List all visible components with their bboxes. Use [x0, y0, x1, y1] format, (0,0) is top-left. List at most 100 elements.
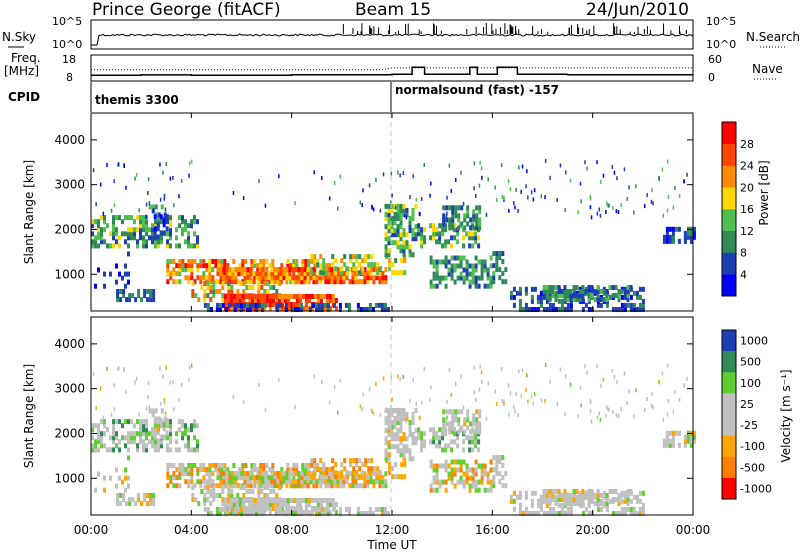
- power-cell: [263, 302, 267, 308]
- power-cell: [307, 262, 311, 268]
- power-cell: [285, 275, 289, 281]
- velocity-cell: [270, 483, 274, 489]
- velocity-cell: [524, 511, 528, 516]
- velocity-cell: [405, 419, 408, 424]
- power-cell: [127, 243, 130, 249]
- velocity-cell: [478, 425, 482, 431]
- power-cell: [620, 294, 624, 300]
- velocity-cell: [286, 463, 290, 468]
- velocity-cell: [455, 381, 457, 386]
- power-cell: [584, 302, 588, 308]
- power-cell: [221, 297, 225, 303]
- power-cell: [453, 267, 457, 273]
- velocity-cell: [514, 409, 516, 414]
- power-cell: [468, 231, 472, 237]
- velocity-cell: [265, 502, 269, 507]
- power-cell: [566, 302, 570, 308]
- power-cell: [481, 175, 483, 180]
- velocity-cell: [474, 471, 478, 477]
- power-cell: [334, 306, 338, 312]
- power-cell: [130, 215, 133, 221]
- power-cell: [244, 259, 248, 264]
- power-cell: [414, 232, 418, 238]
- velocity-cell: [187, 427, 190, 433]
- velocity-cell: [162, 434, 166, 440]
- power-cell: [475, 213, 479, 219]
- power-cell: [276, 279, 280, 285]
- power-cell: [289, 263, 293, 269]
- velocity-cell: [646, 397, 648, 402]
- velocity-cell: [495, 455, 499, 460]
- velocity-cell: [151, 431, 154, 437]
- power-cell: [338, 307, 342, 312]
- power-cell: [146, 289, 150, 294]
- velocity-cell: [327, 471, 331, 477]
- power-cell: [219, 279, 223, 285]
- power-cell: [215, 302, 219, 308]
- power-cell: [231, 271, 235, 277]
- power-cell: [152, 289, 156, 294]
- velocity-cell: [408, 456, 412, 462]
- velocity-cell: [127, 483, 130, 489]
- velocity-cell: [100, 443, 103, 449]
- velocity-cell: [371, 511, 375, 516]
- power-cell: [575, 297, 579, 303]
- velocity-cell: [355, 458, 359, 464]
- velocity-cell: [241, 498, 245, 503]
- power-cell: [362, 307, 366, 312]
- range-tick-label: 4000: [54, 337, 85, 351]
- power-cell: [109, 243, 112, 249]
- power-cells: [91, 159, 696, 312]
- velocity-cell: [471, 471, 475, 477]
- power-cell: [641, 298, 645, 304]
- velocity-cell: [190, 467, 194, 473]
- velocity-cell: [292, 467, 296, 473]
- velocity-cell: [533, 490, 537, 496]
- velocity-cell: [581, 501, 585, 507]
- velocity-cell: [193, 419, 196, 425]
- velocity-cell: [512, 498, 516, 504]
- power-cell: [139, 231, 142, 237]
- velocity-cell: [503, 402, 505, 406]
- power-cell: [265, 302, 269, 307]
- power-cell: [249, 271, 253, 277]
- velocity-cell: [342, 479, 346, 485]
- power-cell: [127, 227, 130, 233]
- colorbar-swatch: [722, 351, 736, 373]
- power-cell: [139, 215, 142, 221]
- velocity-cell: [227, 493, 231, 498]
- power-cell: [638, 286, 642, 292]
- power-cell: [214, 279, 218, 285]
- power-cell: [420, 235, 424, 241]
- velocity-cell: [390, 420, 394, 425]
- power-cell: [118, 243, 121, 249]
- power-cell: [390, 200, 392, 205]
- velocity-cell: [234, 471, 238, 477]
- velocity-cell: [623, 511, 627, 516]
- power-cell: [211, 259, 215, 264]
- velocity-cell: [611, 368, 614, 373]
- power-cell: [191, 281, 195, 286]
- power-cell: [271, 263, 275, 269]
- power-cell: [250, 306, 254, 312]
- velocity-cell: [557, 511, 561, 516]
- velocity-cell: [374, 506, 378, 512]
- velocity-cell: [432, 487, 436, 493]
- velocity-cell: [333, 479, 337, 485]
- power-cell: [402, 244, 406, 250]
- power-cell: [396, 224, 400, 230]
- power-cell: [312, 275, 316, 281]
- velocity-cell: [396, 412, 400, 417]
- power-cell: [453, 255, 457, 261]
- velocity-cell: [106, 366, 108, 371]
- power-cell: [692, 230, 696, 236]
- power-cell: [513, 201, 515, 206]
- velocity-cell: [232, 498, 236, 503]
- power-cell: [286, 302, 290, 307]
- velocity-cell: [121, 479, 124, 485]
- power-cell: [665, 230, 669, 236]
- colorbar-swatch: [722, 456, 736, 479]
- power-cell: [478, 183, 481, 188]
- colorbar-swatch: [722, 252, 736, 275]
- velocity-cell: [211, 471, 215, 477]
